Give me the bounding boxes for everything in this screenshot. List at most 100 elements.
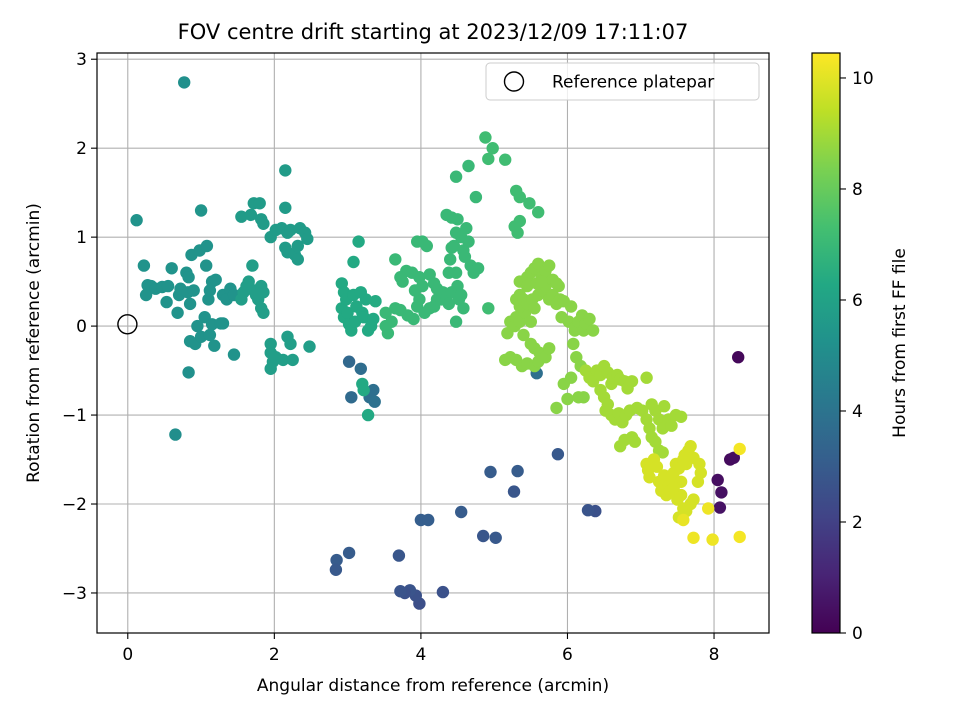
data-point xyxy=(564,371,578,384)
data-point xyxy=(455,505,468,519)
data-point xyxy=(471,262,485,275)
data-point xyxy=(523,197,536,210)
data-point xyxy=(713,501,727,514)
y-tick-label: 3 xyxy=(76,50,87,70)
data-point xyxy=(394,271,407,284)
data-point xyxy=(301,232,314,246)
data-point xyxy=(379,306,392,319)
data-point xyxy=(284,223,297,237)
data-point xyxy=(555,311,568,324)
data-point xyxy=(586,324,600,337)
legend-box xyxy=(485,62,760,101)
data-point xyxy=(381,327,395,340)
data-point xyxy=(583,312,596,326)
data-point xyxy=(139,288,153,302)
data-point xyxy=(392,549,406,562)
data-point xyxy=(656,446,669,459)
y-tick-label: −1 xyxy=(62,406,87,426)
data-point xyxy=(674,410,688,423)
data-point xyxy=(200,239,214,253)
data-point xyxy=(394,585,407,598)
data-point xyxy=(227,348,241,361)
data-point xyxy=(342,546,356,560)
data-point xyxy=(257,306,270,319)
data-point xyxy=(550,401,563,415)
data-point xyxy=(279,201,292,214)
data-point xyxy=(253,197,266,210)
data-point xyxy=(684,440,697,453)
data-point xyxy=(665,419,678,432)
data-point xyxy=(341,306,354,319)
data-point xyxy=(521,279,534,293)
data-point xyxy=(183,297,197,311)
data-point xyxy=(264,362,277,375)
data-point xyxy=(442,266,455,279)
data-point xyxy=(484,465,497,479)
data-point xyxy=(524,315,537,328)
data-point xyxy=(342,355,356,368)
data-point xyxy=(444,253,457,266)
data-point xyxy=(264,337,277,351)
data-point xyxy=(394,303,407,317)
data-point xyxy=(640,371,653,384)
colorbar-label: Hours from first FF file xyxy=(890,248,910,438)
data-point xyxy=(286,353,299,367)
colorbar-tick-label: 8 xyxy=(852,180,863,200)
y-axis-label: Rotation from reference (arcmin) xyxy=(24,203,44,483)
data-point xyxy=(449,315,463,328)
data-point xyxy=(367,383,380,397)
data-point xyxy=(246,259,259,272)
data-point xyxy=(535,275,548,288)
data-point xyxy=(677,513,690,527)
data-point xyxy=(279,164,292,177)
data-point xyxy=(368,395,381,408)
data-point xyxy=(178,76,191,89)
data-point xyxy=(457,302,470,315)
data-point xyxy=(200,259,213,272)
data-point xyxy=(203,328,217,342)
colorbar-tick-label: 0 xyxy=(852,624,863,644)
data-point xyxy=(628,435,642,448)
y-tick-label: 2 xyxy=(76,139,87,159)
data-point xyxy=(687,531,700,544)
x-tick-label: 8 xyxy=(709,645,720,665)
data-point xyxy=(389,253,402,266)
data-point xyxy=(442,297,455,311)
data-point xyxy=(422,513,435,527)
data-point xyxy=(345,391,358,404)
chart-title: FOV centre drift starting at 2023/12/09 … xyxy=(178,20,689,44)
x-tick-label: 0 xyxy=(122,645,133,665)
data-point xyxy=(567,337,580,351)
data-point xyxy=(715,486,728,499)
data-point xyxy=(208,339,221,352)
colorbar-tick-label: 2 xyxy=(852,513,863,533)
data-point xyxy=(191,319,204,333)
data-point xyxy=(416,279,429,293)
data-point xyxy=(194,204,208,217)
x-tick-label: 6 xyxy=(562,645,573,665)
data-point xyxy=(361,408,375,422)
data-point xyxy=(477,529,490,543)
data-point xyxy=(733,442,746,456)
data-point xyxy=(732,351,745,364)
data-point xyxy=(187,284,200,297)
data-point xyxy=(216,317,230,330)
data-point xyxy=(469,190,483,204)
data-point xyxy=(543,342,556,355)
data-point xyxy=(455,288,468,302)
data-point xyxy=(161,279,175,293)
data-point xyxy=(436,585,450,599)
data-point xyxy=(482,302,495,315)
data-point xyxy=(671,493,684,506)
data-point xyxy=(407,312,420,326)
data-point xyxy=(706,533,719,546)
legend-marker xyxy=(503,71,525,92)
colorbar-tick-label: 4 xyxy=(852,402,863,422)
data-point xyxy=(257,286,270,299)
data-point xyxy=(601,398,614,411)
reference-marker xyxy=(117,314,138,335)
data-point xyxy=(329,563,343,576)
data-point xyxy=(284,337,297,351)
data-point xyxy=(528,302,541,315)
data-point xyxy=(354,362,367,375)
